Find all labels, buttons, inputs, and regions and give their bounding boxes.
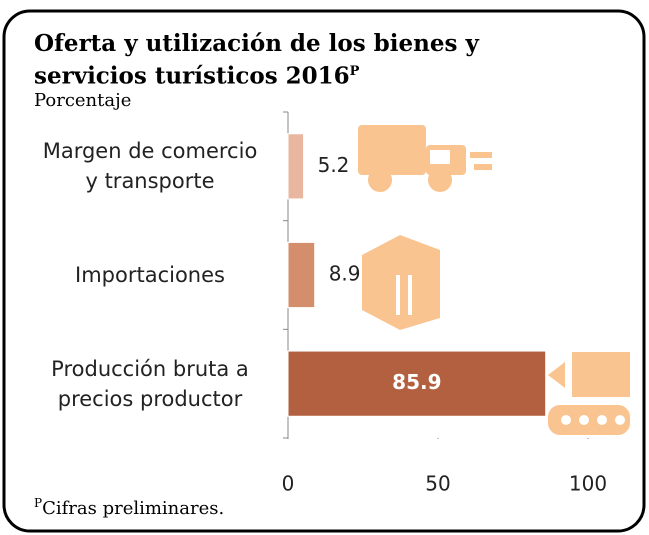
footnote: PCifras preliminares.: [34, 496, 224, 519]
bar: [287, 350, 547, 417]
conveyor-roller: [579, 415, 589, 425]
truck-window: [430, 150, 450, 164]
conveyor-roller: [561, 415, 571, 425]
box-arrows: [396, 275, 412, 315]
icons: [358, 125, 630, 435]
subtitle: Porcentaje: [34, 90, 132, 111]
chart-title: Oferta y utilización de los bienes y ser…: [34, 30, 594, 91]
title-text: Oferta y utilización de los bienes y ser…: [34, 30, 479, 90]
conveyor-box: [572, 352, 630, 397]
truck-body: [358, 125, 426, 175]
bar: [287, 241, 316, 309]
bar: [287, 133, 305, 200]
footnote-text: Cifras preliminares.: [42, 498, 225, 519]
frame: [2, 9, 646, 533]
truck-wheel: [428, 168, 452, 192]
conveyor-roller: [615, 415, 625, 425]
value-label: 8.9: [329, 262, 361, 286]
speed-line: [474, 164, 492, 170]
footnote-marker: P: [34, 496, 43, 510]
conveyor-roller: [597, 415, 607, 425]
value-label: 5.2: [318, 153, 350, 177]
y-tick-label: Producción bruta a precios productor: [51, 356, 249, 411]
x-tick-label: 0: [282, 472, 295, 496]
conveyor-arrow: [548, 362, 565, 388]
value-label: 85.9: [392, 370, 441, 394]
y-tick-label: Margen de comercio y transporte: [42, 139, 258, 194]
x-tick-label: 50: [425, 472, 450, 496]
title-superscript: P: [349, 64, 360, 79]
x-tick-label: 100: [569, 472, 607, 496]
truck-wheel: [368, 168, 392, 192]
speed-line: [470, 152, 492, 158]
y-tick-label: Importaciones: [75, 263, 225, 287]
box: [362, 235, 440, 330]
